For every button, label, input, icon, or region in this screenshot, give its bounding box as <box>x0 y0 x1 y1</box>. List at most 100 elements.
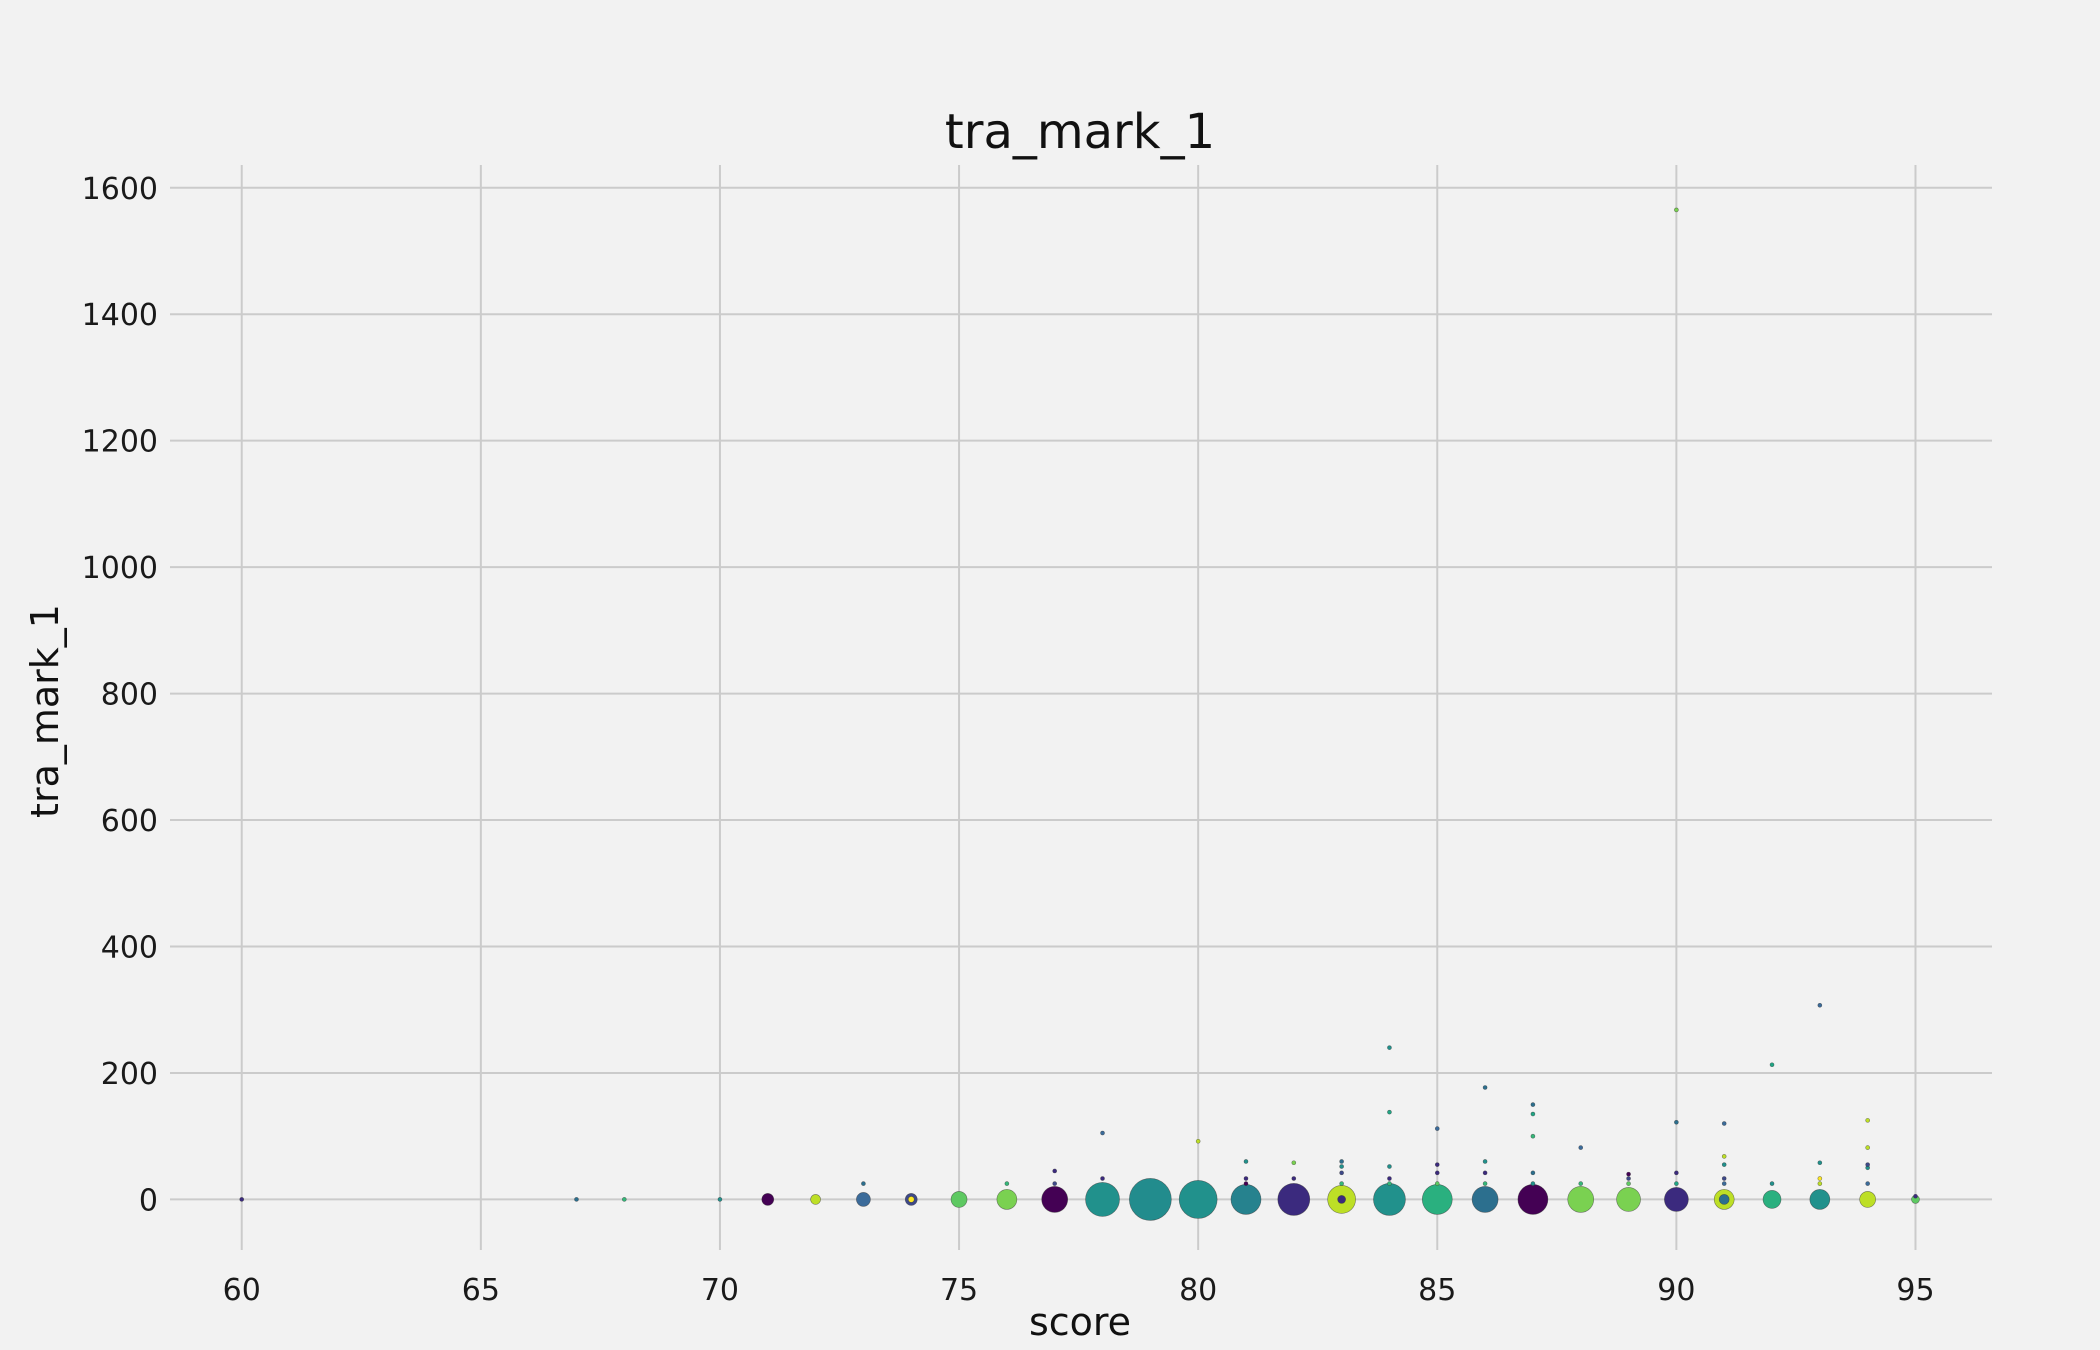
x-tick-label: 95 <box>1896 1273 1934 1308</box>
y-tick-label: 0 <box>139 1183 158 1218</box>
data-point <box>1339 1159 1344 1164</box>
y-tick-label: 1000 <box>82 551 158 586</box>
data-point <box>1674 1170 1679 1176</box>
data-point <box>1578 1145 1584 1150</box>
data-point <box>1664 1187 1689 1212</box>
data-point <box>1100 1130 1105 1136</box>
data-point <box>1052 1181 1057 1186</box>
data-point <box>574 1197 579 1202</box>
data-point <box>1387 1164 1392 1169</box>
data-point <box>1769 1062 1775 1068</box>
data-point <box>1762 1190 1782 1209</box>
x-tick-label: 60 <box>223 1273 261 1308</box>
data-point <box>1567 1186 1595 1213</box>
data-point <box>1434 1162 1440 1167</box>
data-point <box>1178 1180 1218 1219</box>
data-point <box>1434 1126 1440 1131</box>
data-point <box>1530 1181 1536 1186</box>
data-point <box>1230 1184 1262 1215</box>
data-point <box>717 1197 723 1202</box>
data-point <box>1817 1160 1823 1166</box>
data-point <box>1674 1181 1679 1186</box>
y-tick-label: 1400 <box>82 298 158 333</box>
data-point <box>1004 1181 1010 1186</box>
x-tick-label: 80 <box>1179 1273 1217 1308</box>
data-point <box>907 1196 915 1203</box>
data-point <box>1530 1170 1536 1176</box>
data-point <box>1721 1181 1727 1186</box>
data-point <box>1243 1159 1249 1164</box>
data-point <box>1434 1170 1440 1176</box>
data-point <box>1626 1171 1631 1177</box>
data-point <box>1387 1109 1392 1115</box>
data-point <box>856 1192 871 1207</box>
x-axis-label: score <box>1029 1300 1131 1344</box>
data-point <box>1769 1181 1775 1186</box>
data-point <box>1530 1102 1536 1107</box>
y-tick-label: 600 <box>101 804 158 839</box>
data-point <box>1721 1162 1727 1167</box>
data-point <box>861 1181 866 1186</box>
data-point <box>1578 1181 1584 1186</box>
data-point <box>761 1193 775 1206</box>
data-point <box>1865 1145 1870 1150</box>
data-point <box>1041 1186 1068 1213</box>
y-tick-label: 800 <box>101 678 158 713</box>
data-point <box>1339 1164 1344 1169</box>
data-point <box>1085 1182 1120 1217</box>
y-axis-label: tra_mark_1 <box>23 604 67 818</box>
chart-title: tra_mark_1 <box>945 104 1215 160</box>
data-point <box>239 1197 245 1202</box>
data-point <box>1482 1085 1488 1090</box>
data-point <box>1337 1195 1346 1204</box>
data-point <box>950 1191 968 1208</box>
data-point <box>1243 1181 1249 1186</box>
x-tick-label: 85 <box>1418 1273 1456 1308</box>
data-point <box>1721 1176 1727 1181</box>
data-point <box>1339 1181 1344 1186</box>
data-point <box>1339 1170 1344 1176</box>
data-point <box>1809 1189 1831 1210</box>
x-tick-label: 90 <box>1657 1273 1695 1308</box>
data-point <box>1277 1183 1311 1216</box>
horizontal-gridlines <box>170 186 1992 1201</box>
data-point <box>1865 1162 1870 1167</box>
vertical-gridlines <box>240 165 1917 1250</box>
data-point <box>1291 1160 1297 1166</box>
data-point <box>1387 1181 1392 1186</box>
data-point <box>1721 1121 1727 1126</box>
data-point <box>1616 1187 1641 1212</box>
data-point <box>622 1197 627 1202</box>
data-point <box>1482 1181 1488 1186</box>
data-point <box>1517 1184 1549 1215</box>
data-point <box>1626 1181 1631 1186</box>
x-tick-label: 65 <box>462 1273 500 1308</box>
y-tick-label: 400 <box>101 931 158 966</box>
data-point <box>1859 1191 1876 1208</box>
data-point <box>1387 1176 1392 1181</box>
data-point <box>1421 1184 1453 1215</box>
data-point <box>810 1194 821 1205</box>
data-point <box>1471 1186 1499 1213</box>
x-tick-label: 70 <box>701 1273 739 1308</box>
y-tick-labels: 0 200 400 600 800 1000 1200 1400 1600 <box>82 172 158 1219</box>
data-point <box>996 1189 1018 1210</box>
data-point <box>1052 1168 1057 1174</box>
data-points <box>239 207 1920 1221</box>
data-point <box>1482 1159 1488 1164</box>
y-tick-label: 200 <box>101 1057 158 1092</box>
data-point <box>1718 1194 1730 1205</box>
data-point <box>1387 1045 1392 1050</box>
data-point <box>1674 1119 1679 1125</box>
data-point <box>1817 1003 1823 1008</box>
data-point <box>1674 207 1679 213</box>
x-tick-label: 75 <box>940 1273 978 1308</box>
data-point <box>1530 1111 1536 1117</box>
data-point <box>1129 1178 1172 1221</box>
y-tick-label: 1200 <box>82 425 158 460</box>
data-point <box>1530 1133 1536 1139</box>
data-point <box>1626 1176 1631 1181</box>
data-point <box>1913 1193 1918 1199</box>
